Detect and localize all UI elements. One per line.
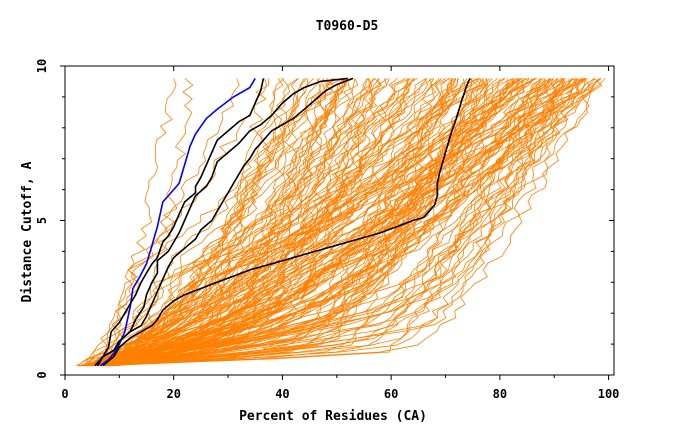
background-model-line (81, 78, 388, 367)
y-axis-ticks: 0 5 10 (35, 59, 614, 379)
background-model-line (87, 78, 541, 367)
background-model-line (90, 78, 325, 367)
background-model-line (107, 78, 371, 367)
x-tick-label: 0 (61, 387, 68, 401)
background-model-line (88, 78, 321, 367)
background-model-line (94, 78, 524, 367)
background-model-line (98, 78, 602, 367)
background-model-line (89, 78, 427, 367)
series-line (102, 78, 471, 367)
series-line (99, 77, 256, 367)
background-model-line (81, 78, 347, 367)
background-model-line (100, 78, 606, 367)
background-model-line (107, 78, 194, 367)
background-model-line (108, 78, 456, 367)
background-model-line (95, 78, 381, 367)
background-model-line (79, 78, 584, 367)
x-axis-label: Percent of Residues (CA) (239, 409, 427, 424)
background-model-line (104, 78, 595, 367)
background-model-line (92, 78, 345, 367)
background-model-line (85, 78, 537, 367)
y-axis-label: Distance Cutoff, A (20, 161, 35, 302)
x-tick-label: 100 (598, 387, 620, 401)
background-model-line (108, 78, 551, 367)
background-model-line (86, 78, 576, 367)
highlighted-model-lines (94, 77, 471, 367)
background-model-line (108, 78, 565, 367)
background-model-line (117, 78, 375, 367)
background-model-line (109, 78, 345, 367)
background-model-line (111, 78, 440, 367)
background-model-line (78, 78, 602, 367)
chart-title: T0960-D5 (316, 19, 379, 34)
y-tick-label: 10 (35, 59, 49, 73)
background-model-line (86, 78, 413, 366)
background-model-line (100, 78, 240, 366)
series-line (96, 77, 354, 367)
background-model-line (103, 78, 433, 367)
background-model-line (84, 78, 480, 367)
background-model-line (116, 78, 564, 367)
background-model-line (93, 78, 528, 367)
background-model-line (97, 78, 382, 367)
background-model-line (91, 78, 554, 367)
x-tick-label: 80 (493, 387, 507, 401)
background-model-line (100, 78, 359, 367)
background-model-line (96, 78, 299, 367)
background-model-line (88, 78, 483, 367)
background-model-line (88, 78, 554, 367)
background-model-line (100, 78, 369, 367)
background-model-line (79, 78, 367, 367)
background-model-line (109, 78, 347, 367)
background-model-line (100, 78, 416, 367)
background-model-line (108, 78, 574, 367)
background-model-line (84, 78, 459, 367)
background-model-line (103, 78, 307, 366)
x-axis-ticks: 0 20 40 60 80 100 (61, 66, 619, 401)
background-model-line (90, 78, 506, 367)
background-model-line (103, 78, 600, 367)
background-model-line (101, 78, 501, 367)
background-model-line (99, 78, 177, 366)
series-line (94, 77, 348, 367)
background-model-line (78, 78, 590, 367)
background-model-line (83, 78, 579, 367)
y-tick-label: 0 (35, 371, 49, 378)
background-model-line (85, 78, 567, 367)
background-model-line (92, 78, 429, 367)
background-model-line (85, 78, 268, 366)
background-model-line (112, 78, 564, 367)
x-tick-label: 60 (384, 387, 398, 401)
background-model-line (86, 78, 493, 367)
background-model-line (102, 78, 505, 367)
background-model-line (86, 78, 533, 367)
background-model-line (101, 78, 586, 367)
background-model-line (108, 78, 508, 367)
background-model-lines (76, 78, 606, 367)
background-model-line (111, 78, 442, 367)
background-model-line (76, 78, 285, 367)
series-line (96, 78, 265, 367)
background-model-line (84, 78, 542, 367)
background-model-line (105, 78, 581, 367)
x-tick-label: 20 (166, 387, 180, 401)
background-model-line (88, 78, 544, 367)
background-model-line (89, 78, 586, 367)
background-model-line (108, 78, 454, 367)
x-tick-label: 40 (275, 387, 289, 401)
background-model-line (104, 78, 356, 367)
y-tick-label: 5 (35, 217, 49, 224)
background-model-line (93, 78, 411, 367)
